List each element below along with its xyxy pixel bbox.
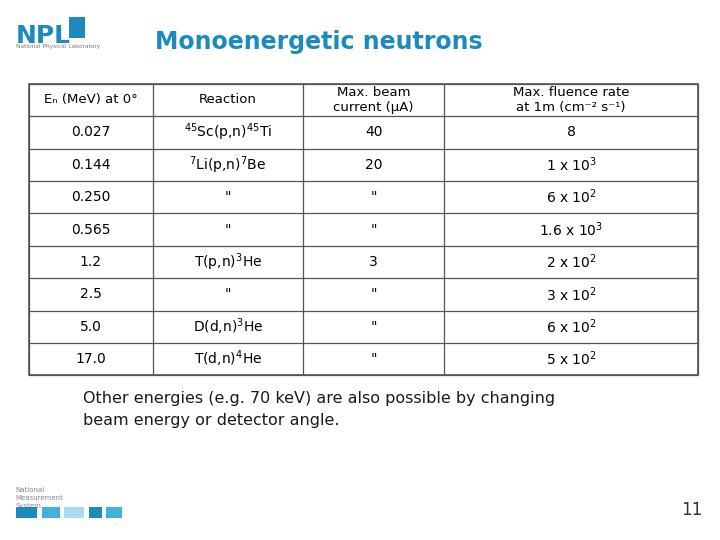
Text: 0.144: 0.144	[71, 158, 110, 172]
Text: ": "	[370, 190, 377, 204]
Text: T(d,n)$^4$He: T(d,n)$^4$He	[194, 349, 262, 369]
Text: National
Measurement
System: National Measurement System	[16, 487, 63, 509]
Text: Max. fluence rate
at 1m (cm⁻² s⁻¹): Max. fluence rate at 1m (cm⁻² s⁻¹)	[513, 86, 629, 114]
Text: 1 x 10$^3$: 1 x 10$^3$	[546, 156, 597, 174]
Text: Other energies (e.g. 70 keV) are also possible by changing
beam energy or detect: Other energies (e.g. 70 keV) are also po…	[83, 392, 555, 428]
Text: National Physical Laboratory: National Physical Laboratory	[16, 44, 100, 49]
Text: 1.6 x 10$^3$: 1.6 x 10$^3$	[539, 220, 603, 239]
Text: T(p,n)$^3$He: T(p,n)$^3$He	[194, 251, 262, 273]
FancyBboxPatch shape	[64, 507, 84, 518]
Text: Eₙ (MeV) at 0°: Eₙ (MeV) at 0°	[44, 93, 138, 106]
Text: 11: 11	[680, 502, 702, 519]
FancyBboxPatch shape	[89, 507, 102, 518]
FancyBboxPatch shape	[106, 507, 122, 518]
Text: ": "	[370, 287, 377, 301]
Text: $^{7}$Li(p,n)$^{7}$Be: $^{7}$Li(p,n)$^{7}$Be	[189, 154, 266, 176]
Text: 6 x 10$^2$: 6 x 10$^2$	[546, 188, 597, 206]
Text: Monoenergetic neutrons: Monoenergetic neutrons	[155, 30, 482, 53]
Text: 6 x 10$^2$: 6 x 10$^2$	[546, 318, 597, 336]
Text: 8: 8	[567, 125, 575, 139]
Text: Max. beam
current (μA): Max. beam current (μA)	[333, 86, 414, 114]
Text: 3 x 10$^2$: 3 x 10$^2$	[546, 285, 597, 303]
Text: 0.027: 0.027	[71, 125, 110, 139]
FancyBboxPatch shape	[69, 17, 85, 38]
Text: ": "	[225, 190, 231, 204]
Text: 2.5: 2.5	[80, 287, 102, 301]
Text: ": "	[370, 222, 377, 237]
Text: ": "	[370, 352, 377, 366]
Text: 40: 40	[365, 125, 382, 139]
Text: 1.2: 1.2	[80, 255, 102, 269]
Text: 0.250: 0.250	[71, 190, 110, 204]
Text: 2 x 10$^2$: 2 x 10$^2$	[546, 253, 597, 271]
Text: ": "	[225, 287, 231, 301]
Text: 5 x 10$^2$: 5 x 10$^2$	[546, 350, 597, 368]
Text: NPL: NPL	[16, 24, 71, 48]
Text: 3: 3	[369, 255, 378, 269]
Text: 5.0: 5.0	[80, 320, 102, 334]
Text: 20: 20	[365, 158, 382, 172]
FancyBboxPatch shape	[16, 507, 37, 518]
Text: 17.0: 17.0	[76, 352, 106, 366]
Text: ": "	[370, 320, 377, 334]
Text: D(d,n)$^3$He: D(d,n)$^3$He	[193, 316, 264, 337]
Text: 0.565: 0.565	[71, 222, 110, 237]
Text: ": "	[225, 222, 231, 237]
FancyBboxPatch shape	[42, 507, 60, 518]
Text: $^{45}$Sc(p,n)$^{45}$Ti: $^{45}$Sc(p,n)$^{45}$Ti	[184, 122, 272, 143]
Text: Reaction: Reaction	[199, 93, 257, 106]
